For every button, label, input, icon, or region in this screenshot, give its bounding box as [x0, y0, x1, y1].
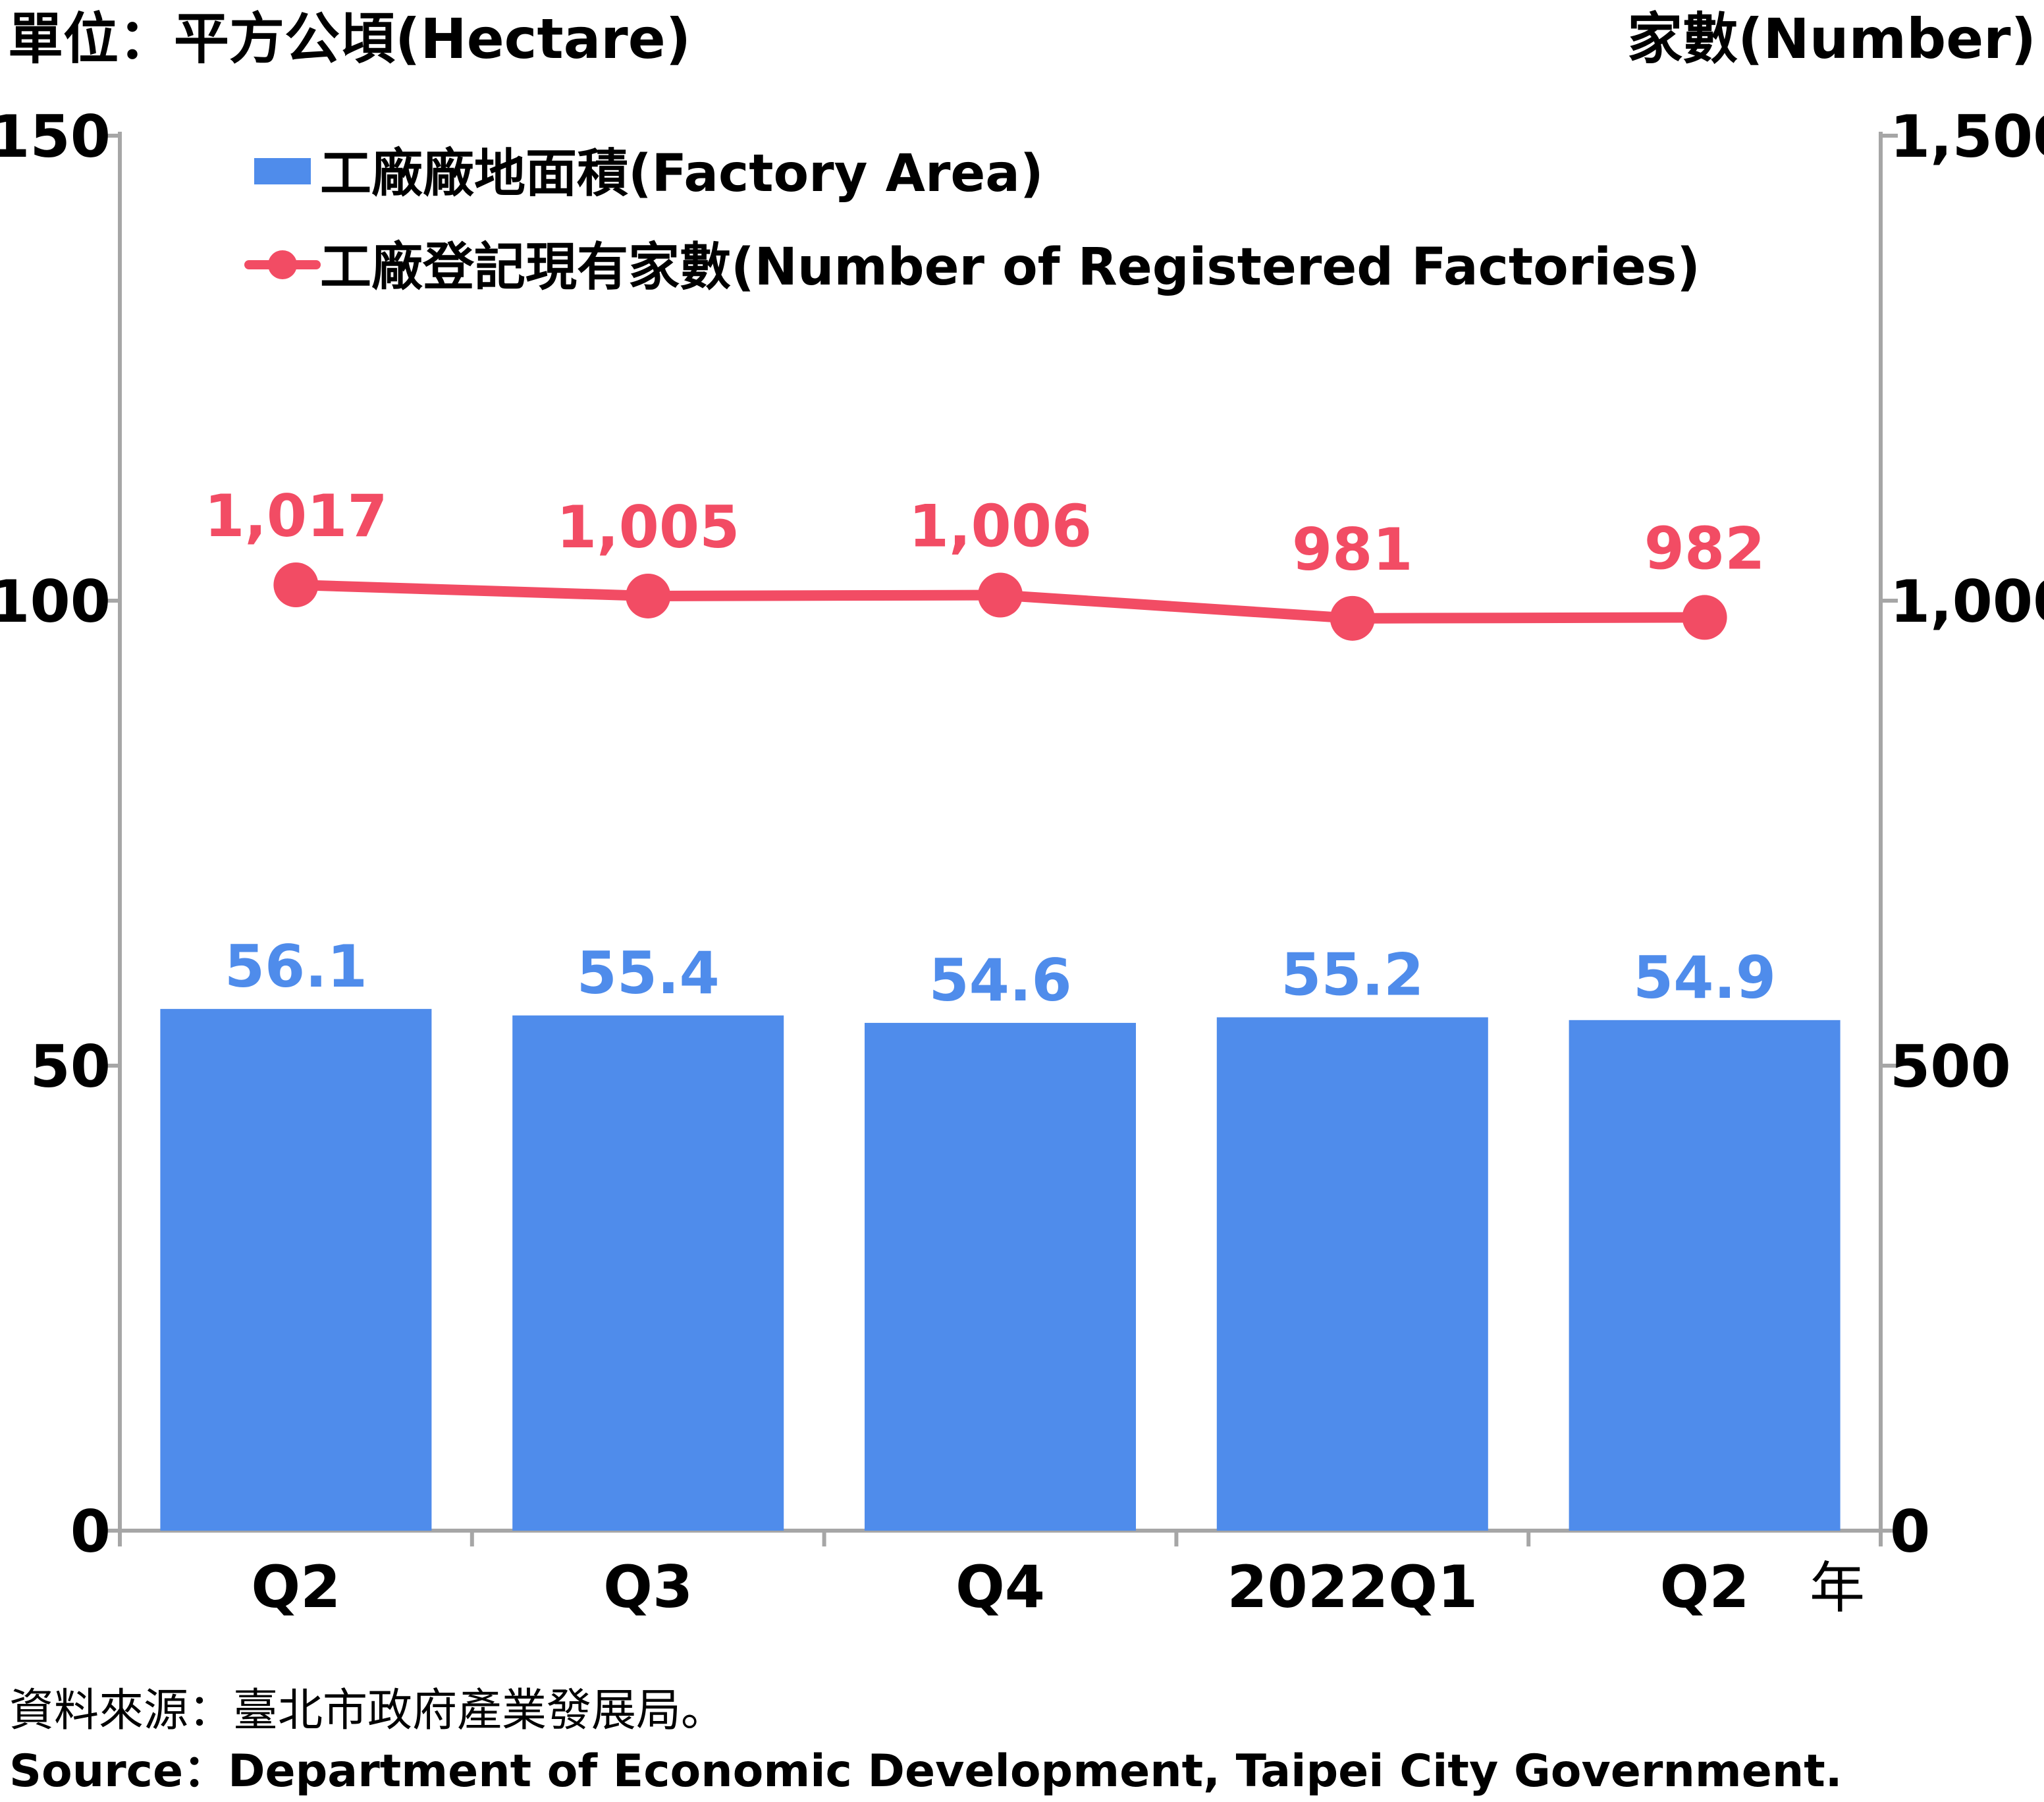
left-tick-label: 150 — [0, 103, 111, 171]
bar-value-label: 55.4 — [577, 939, 720, 1007]
right-tick-label: 500 — [1890, 1033, 2011, 1101]
line-value-label: 982 — [1644, 514, 1765, 582]
bar-value-label: 55.2 — [1281, 941, 1424, 1009]
x-category-label: Q4 — [955, 1553, 1045, 1621]
bar — [512, 1015, 784, 1531]
line-value-label: 1,017 — [204, 482, 387, 550]
line-value-label: 1,006 — [909, 493, 1092, 560]
line-value-label: 1,005 — [556, 493, 740, 561]
left-tick-label: 50 — [30, 1033, 111, 1101]
left-unit-label: 單位：平方公頃(Hectare) — [8, 7, 691, 71]
line-point — [273, 562, 319, 607]
x-category-label: Q3 — [603, 1553, 693, 1621]
line-point — [1330, 595, 1375, 641]
line-point — [978, 572, 1023, 618]
source-en: Source：Department of Economic Developmen… — [9, 1745, 1842, 1797]
bar — [1216, 1017, 1488, 1531]
line-value-label: 981 — [1292, 516, 1413, 584]
bar-value-label: 56.1 — [225, 933, 367, 1000]
bar-value-label: 54.9 — [1633, 944, 1776, 1012]
line-point — [1682, 595, 1727, 640]
legend-bar-swatch — [254, 158, 311, 184]
bars — [160, 1008, 1841, 1531]
bar — [160, 1008, 432, 1531]
x-category-label: Q2 — [1660, 1553, 1750, 1621]
labels: 56.1 55.4 54.6 55.2 54.9 1,017 1,005 1,006 981 98… — [204, 482, 1776, 1014]
legend-line-label: 工廠登記現有家數(Number of Registered Factories) — [320, 238, 1700, 297]
legend-line-marker — [268, 250, 297, 279]
right-tick-label: 0 — [1890, 1498, 1930, 1566]
x-category-label: Q2 — [251, 1553, 340, 1621]
bar — [865, 1023, 1136, 1531]
ticks: 0 50 100 150 0 500 1,000 1,500 Q2 Q3 Q4 2022Q1 Q2 — [0, 103, 2044, 1621]
left-tick-label: 0 — [70, 1498, 111, 1566]
source-zh: 資料來源：臺北市政府產業發展局。 — [9, 1685, 726, 1737]
legend-bar-label: 工廠廠地面積(Factory Area) — [320, 144, 1044, 204]
line-point — [626, 573, 671, 618]
bar — [1569, 1020, 1841, 1531]
right-unit-label: 家數(Number) — [1627, 7, 2036, 71]
x-category-label: 2022Q1 — [1227, 1553, 1478, 1621]
line-layer — [273, 562, 1727, 641]
right-tick-label: 1,000 — [1890, 568, 2044, 636]
x-axis-suffix: 年 — [1810, 1556, 1865, 1620]
left-tick-label: 100 — [0, 568, 111, 636]
legend: 工廠廠地面積(Factory Area) 工廠登記現有家數(Number of … — [244, 144, 1700, 297]
bar-value-label: 54.6 — [928, 946, 1071, 1014]
right-tick-label: 1,500 — [1890, 103, 2044, 171]
